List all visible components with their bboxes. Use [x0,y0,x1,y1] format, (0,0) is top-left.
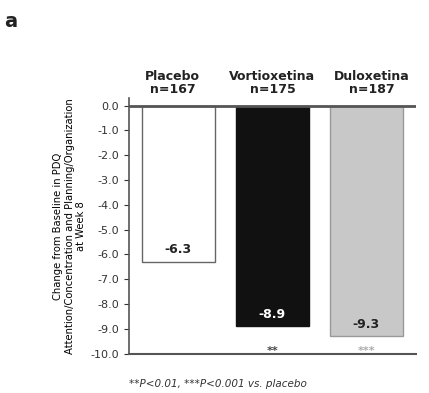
Text: n=167: n=167 [150,83,196,96]
Text: a: a [4,12,18,31]
Text: Vortioxetina: Vortioxetina [230,70,315,83]
Text: **: ** [266,346,278,356]
Text: -9.3: -9.3 [353,318,380,331]
Text: -6.3: -6.3 [165,244,192,257]
Text: Duloxetina: Duloxetina [334,70,410,83]
Text: Placebo: Placebo [145,70,200,83]
Y-axis label: Change from Baseline in PDQ
Attention/Concentration and Planning/Organization
at: Change from Baseline in PDQ Attention/Co… [53,98,86,354]
Text: n=175: n=175 [250,83,295,96]
Bar [330,106,403,336]
Bar [142,106,215,262]
Text: **P<0.01, ***P<0.001 vs. placebo: **P<0.01, ***P<0.001 vs. placebo [129,379,307,389]
Text: n=187: n=187 [349,83,395,96]
Text: -8.9: -8.9 [259,308,286,321]
Bar [236,106,309,327]
Text: ***: *** [358,346,375,356]
